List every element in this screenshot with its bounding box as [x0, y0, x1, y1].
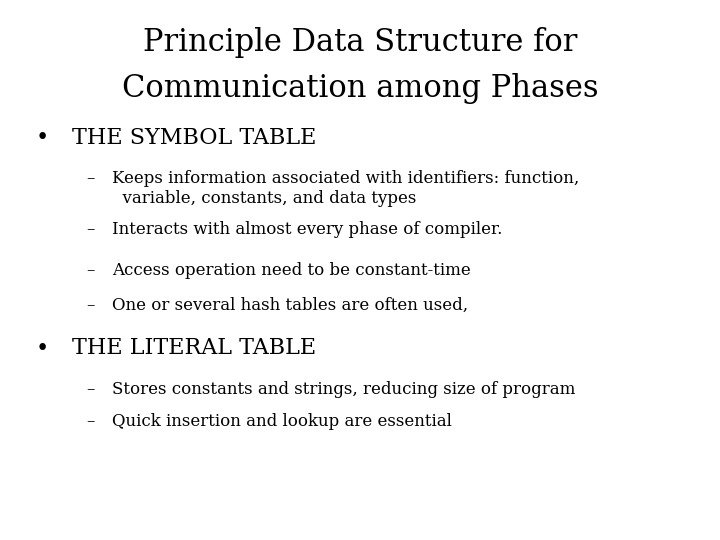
Text: One or several hash tables are often used,: One or several hash tables are often use… [112, 297, 468, 314]
Text: –: – [86, 170, 95, 187]
Text: Principle Data Structure for: Principle Data Structure for [143, 27, 577, 58]
Text: –: – [86, 297, 95, 314]
Text: •: • [36, 338, 49, 360]
Text: Access operation need to be constant-time: Access operation need to be constant-tim… [112, 262, 470, 279]
Text: THE LITERAL TABLE: THE LITERAL TABLE [72, 338, 316, 360]
Text: Communication among Phases: Communication among Phases [122, 73, 598, 104]
Text: –: – [86, 413, 95, 430]
Text: Quick insertion and lookup are essential: Quick insertion and lookup are essential [112, 413, 451, 430]
Text: –: – [86, 221, 95, 238]
Text: Interacts with almost every phase of compiler.: Interacts with almost every phase of com… [112, 221, 502, 238]
Text: Stores constants and strings, reducing size of program: Stores constants and strings, reducing s… [112, 381, 575, 397]
Text: •: • [36, 127, 49, 149]
Text: –: – [86, 381, 95, 397]
Text: –: – [86, 262, 95, 279]
Text: Keeps information associated with identifiers: function,
  variable, constants, : Keeps information associated with identi… [112, 170, 579, 207]
Text: THE SYMBOL TABLE: THE SYMBOL TABLE [72, 127, 316, 149]
